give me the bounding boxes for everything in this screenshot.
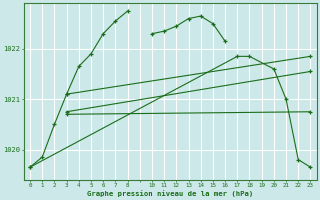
X-axis label: Graphe pression niveau de la mer (hPa): Graphe pression niveau de la mer (hPa) bbox=[87, 190, 253, 197]
